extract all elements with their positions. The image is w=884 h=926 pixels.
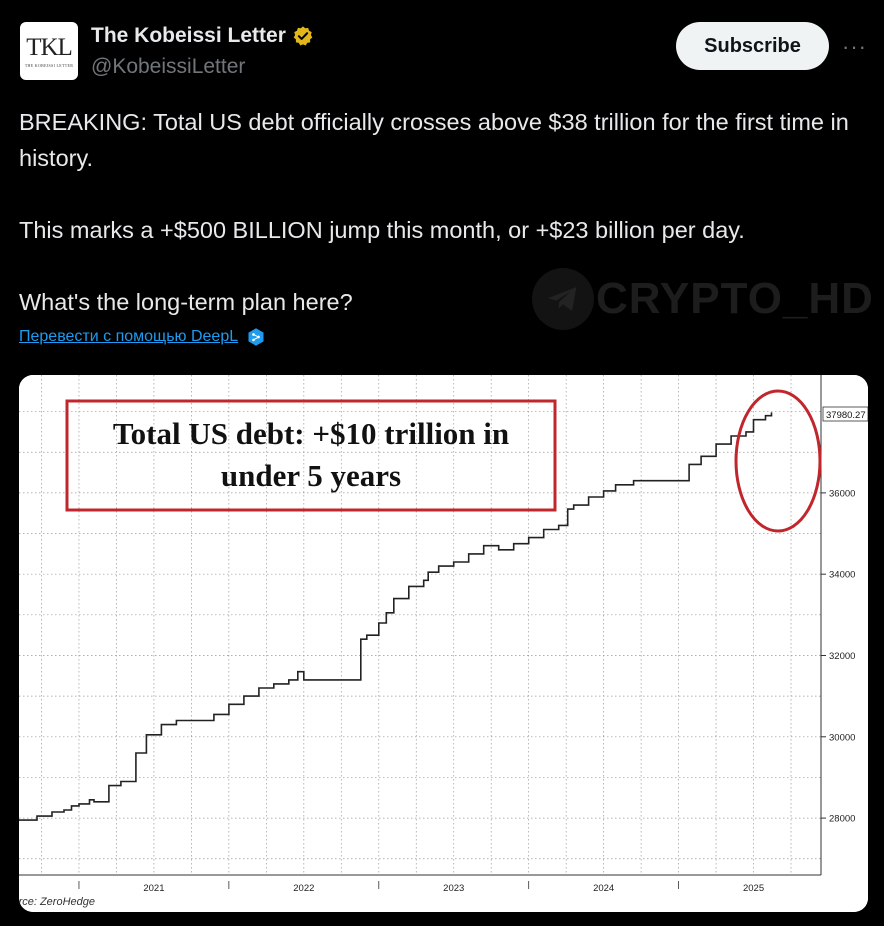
debt-chart: 28000 30000 32000 34000 36000 2021 2022 2023 20… xyxy=(19,375,868,912)
deepl-icon xyxy=(248,328,264,346)
x-tick-label: 2021 xyxy=(143,883,164,894)
account-name-text: The Kobeissi Letter xyxy=(91,24,286,47)
chart-image[interactable]: 28000 30000 32000 34000 36000 2021 2022 2023 20… xyxy=(19,375,868,912)
chart-title-line-2: under 5 years xyxy=(221,458,401,493)
x-tick-label: 2023 xyxy=(443,883,464,894)
subscribe-button[interactable]: Subscribe xyxy=(676,22,829,70)
translate-link[interactable]: Перевести с помощью DeepL xyxy=(19,327,266,347)
tweet-line-3: What's the long-term plan here? xyxy=(19,289,353,315)
tweet-line-1: BREAKING: Total US debt officially cross… xyxy=(19,109,849,171)
chart-title-line-1: Total US debt: +$10 trillion in xyxy=(113,416,509,451)
highlight-ellipse xyxy=(734,389,822,533)
avatar[interactable]: TKL THE KOBEISSI LETTER xyxy=(20,22,78,80)
tweet-text: BREAKING: Total US debt officially cross… xyxy=(19,104,869,320)
debt-series-line xyxy=(19,412,773,821)
watermark-text: CRYPTO_HD xyxy=(596,274,874,323)
x-tick-label: 2024 xyxy=(593,883,614,894)
tweet-line-2: This marks a +$500 BILLION jump this mon… xyxy=(19,217,745,243)
last-value-box xyxy=(822,406,868,422)
last-value-label: 37980.27 xyxy=(826,410,866,421)
y-tick-label: 36000 xyxy=(829,488,855,499)
y-tick-label: 34000 xyxy=(829,570,855,581)
chart-title-box xyxy=(65,399,557,512)
more-options-icon[interactable]: ··· xyxy=(842,34,867,59)
x-tick-label: 2022 xyxy=(293,883,314,894)
telegram-icon xyxy=(532,268,594,330)
account-name[interactable]: The Kobeissi Letter xyxy=(91,24,314,48)
watermark: CRYPTO_HD xyxy=(532,268,874,330)
avatar-subtitle: THE KOBEISSI LETTER xyxy=(24,62,74,68)
x-tick-label: 2025 xyxy=(743,883,764,894)
translate-link-label: Перевести с помощью DeepL xyxy=(19,328,239,345)
y-tick-label: 30000 xyxy=(829,732,855,743)
avatar-monogram: TKL xyxy=(26,33,73,61)
y-tick-label: 32000 xyxy=(829,651,855,662)
account-handle[interactable]: @KobeissiLetter xyxy=(91,55,246,78)
verified-badge-icon[interactable] xyxy=(292,25,314,47)
y-tick-label: 28000 xyxy=(829,814,855,825)
chart-source: Source: ZeroHedge xyxy=(19,896,95,908)
